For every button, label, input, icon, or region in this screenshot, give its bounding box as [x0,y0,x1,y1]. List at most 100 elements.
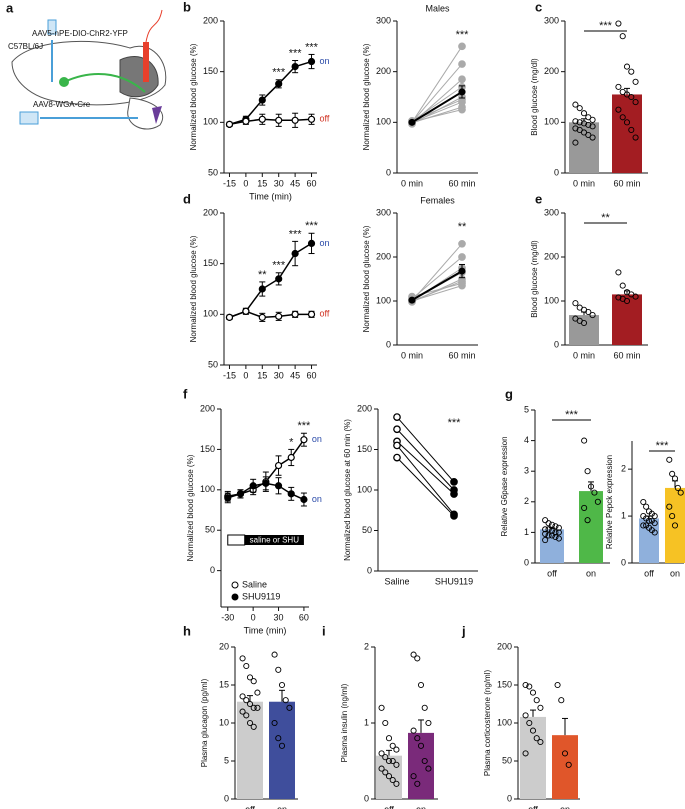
y-axis-label: Normalized blood glucose (%) [186,454,195,561]
y-tick-label: 0 [621,557,626,567]
y-tick-label: 0 [386,167,391,177]
data-point [243,712,250,719]
y-tick-label: 300 [544,15,559,25]
subject-point [393,441,401,450]
y-tick-label: 200 [544,66,559,76]
y-tick-label: 200 [200,403,215,413]
treatment-pre [227,534,246,546]
mean-point [408,118,416,126]
x-tick-label: 60 [307,370,317,380]
y-tick-label: 5 [224,755,229,765]
data-point [576,105,583,112]
chart-title: Males [425,3,450,13]
y-tick-label: 150 [203,66,218,76]
data-point [623,297,631,305]
data-point [651,529,658,536]
data-point [254,689,261,696]
data-point [589,134,596,141]
data-point [291,310,299,318]
panel-letter: b [183,0,191,14]
x-tick-label: 0 min [573,350,595,360]
subject-point [450,478,458,486]
data-point [632,134,639,141]
y-axis-label: Blood glucose (mg/dl) [530,240,539,318]
data-point [246,700,254,708]
subject-point [450,490,458,498]
data-point [239,693,246,700]
data-point [558,697,565,704]
data-point [410,773,417,780]
y-axis-label: Normalized blood glucose (%) [362,43,371,150]
y-tick-label: 300 [376,207,391,217]
data-point [225,120,234,128]
data-point [275,275,283,283]
data-point [554,681,561,689]
data-point [378,765,385,772]
data-point [526,719,533,727]
data-point [275,80,283,88]
data-point [286,704,293,711]
y-axis-label: Normalized blood glucose (%) [189,235,198,342]
data-point [576,119,583,126]
series-line [229,242,312,319]
data-point [382,719,389,727]
significance: *** [448,417,462,429]
data-point [632,99,639,106]
subject-point [458,42,466,51]
data-point [300,436,308,444]
data-point [651,513,658,520]
data-point [282,697,289,704]
data-point [542,537,549,544]
data-point [674,484,681,491]
y-tick-label: 50 [205,525,215,535]
data-point [382,769,389,776]
bar [520,716,546,799]
data-point [291,249,299,258]
x-tick-label: 0 min [401,178,423,188]
x-tick-label: off [547,568,557,578]
data-point [385,757,393,765]
bar [665,487,685,563]
data-point [555,524,562,531]
data-point [522,681,529,689]
data-point [258,115,266,123]
subject-line [411,109,463,123]
data-point [589,312,596,319]
data-point [275,666,282,673]
y-tick-label: 300 [376,15,391,25]
data-point [410,651,417,658]
significance: *** [289,47,303,59]
data-point [533,697,540,704]
data-point [671,475,679,482]
y-tick-label: 0 [524,557,529,567]
data-point [589,116,596,123]
y-tick-label: 100 [497,717,512,727]
series-label: on [312,494,322,504]
data-point [417,742,425,749]
data-point [242,117,250,125]
bar [612,294,642,345]
data-point [393,780,400,787]
data-point [615,83,622,90]
significance: *** [272,67,286,79]
data-point [552,523,559,530]
data-point [619,114,626,121]
subject-point [458,60,466,68]
y-tick-label: 200 [544,251,559,261]
x-tick-label: 0 [243,178,248,188]
y-axis-label: Normalized blood glucose at 60 min (%) [343,419,352,561]
x-tick-label: 0 min [401,350,423,360]
panel-letter: e [535,191,542,206]
data-point [555,535,562,542]
subject-point [458,105,466,114]
subject-line [411,101,463,123]
data-point [529,689,537,696]
panel-letter: g [505,386,513,401]
data-point [619,282,626,289]
y-tick-label: 150 [357,444,372,454]
y-tick-label: 100 [203,309,218,319]
data-point [585,121,592,128]
data-point [542,517,549,524]
data-point [632,293,639,300]
